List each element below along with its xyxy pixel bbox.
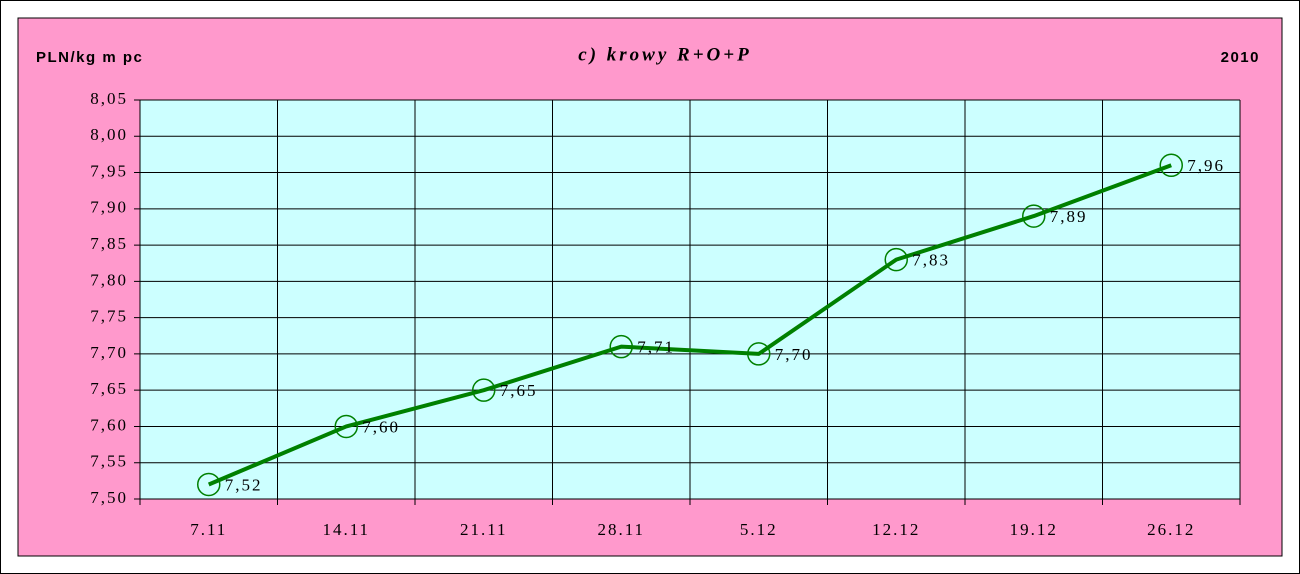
x-tick-label: 12.12	[872, 520, 920, 539]
y-tick-label: 7,95	[90, 161, 128, 180]
y-tick-label: 7,75	[90, 307, 128, 326]
x-tick-label: 14.11	[322, 520, 370, 539]
data-label: 7,71	[637, 338, 675, 357]
y-tick-label: 7,70	[90, 343, 128, 362]
x-tick-label: 28.11	[597, 520, 645, 539]
x-tick-label: 19.12	[1010, 520, 1058, 539]
point-marker	[884, 247, 908, 272]
data-label: 7,96	[1187, 156, 1225, 175]
series-line	[207, 163, 1172, 487]
y-axis-label: PLN/kg m pc	[36, 49, 143, 66]
y-tick-label: 7,60	[90, 415, 128, 434]
chart-title: c) krowy R+O+P	[578, 44, 751, 65]
x-tick-label: 7.11	[190, 520, 227, 539]
data-label: 7,60	[362, 417, 400, 436]
data-label: 7,83	[912, 251, 950, 270]
y-tick-label: 7,85	[90, 234, 128, 253]
year-label: 2010	[1221, 49, 1260, 66]
y-tick-label: 8,05	[90, 89, 128, 108]
y-tick-label: 7,55	[90, 452, 128, 471]
point-marker	[472, 378, 496, 402]
data-label: 7,70	[775, 345, 813, 364]
point-marker	[1159, 153, 1183, 178]
x-tick-label: 21.11	[460, 520, 508, 539]
y-tick-label: 7,65	[90, 379, 128, 398]
point-marker	[334, 414, 358, 439]
data-label: 7,52	[225, 475, 263, 494]
x-tick-label: 5.12	[740, 520, 778, 539]
y-tick-label: 7,90	[90, 198, 128, 217]
point-marker	[609, 334, 633, 359]
y-tick-label: 7,50	[90, 488, 128, 507]
x-tick-label: 26.12	[1147, 520, 1195, 539]
y-tick-label: 7,80	[90, 270, 128, 289]
data-label: 7,65	[500, 381, 538, 400]
point-marker	[197, 472, 221, 497]
point-marker	[1022, 204, 1046, 228]
point-marker	[747, 342, 771, 366]
data-label: 7,89	[1050, 207, 1088, 226]
y-tick-label: 8,00	[90, 125, 128, 144]
